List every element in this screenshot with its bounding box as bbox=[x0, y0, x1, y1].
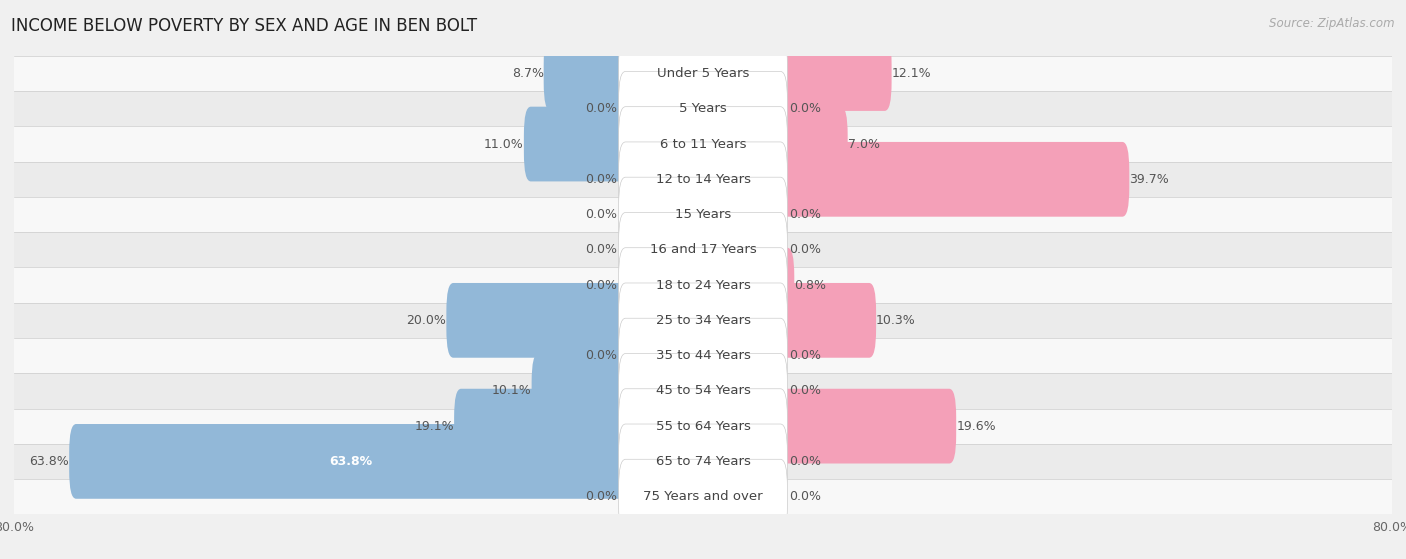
Bar bbox=[14, 373, 1392, 409]
FancyBboxPatch shape bbox=[619, 389, 787, 463]
FancyBboxPatch shape bbox=[619, 177, 787, 252]
FancyBboxPatch shape bbox=[619, 212, 787, 287]
Text: 0.0%: 0.0% bbox=[585, 102, 617, 115]
Text: 0.0%: 0.0% bbox=[585, 490, 617, 503]
Text: Under 5 Years: Under 5 Years bbox=[657, 67, 749, 80]
FancyBboxPatch shape bbox=[619, 459, 787, 534]
Text: 0.0%: 0.0% bbox=[585, 208, 617, 221]
Text: 0.0%: 0.0% bbox=[789, 208, 821, 221]
FancyBboxPatch shape bbox=[69, 424, 633, 499]
Bar bbox=[14, 197, 1392, 232]
Text: 0.0%: 0.0% bbox=[789, 243, 821, 257]
Text: 35 to 44 Years: 35 to 44 Years bbox=[655, 349, 751, 362]
FancyBboxPatch shape bbox=[773, 142, 1129, 217]
FancyBboxPatch shape bbox=[773, 248, 794, 323]
Text: 25 to 34 Years: 25 to 34 Years bbox=[655, 314, 751, 327]
Text: 10.1%: 10.1% bbox=[492, 385, 531, 397]
FancyBboxPatch shape bbox=[619, 107, 787, 182]
FancyBboxPatch shape bbox=[773, 283, 876, 358]
Bar bbox=[14, 409, 1392, 444]
Bar bbox=[14, 91, 1392, 126]
FancyBboxPatch shape bbox=[619, 142, 787, 217]
FancyBboxPatch shape bbox=[773, 389, 956, 463]
Text: 45 to 54 Years: 45 to 54 Years bbox=[655, 385, 751, 397]
FancyBboxPatch shape bbox=[531, 353, 633, 428]
FancyBboxPatch shape bbox=[619, 353, 787, 428]
FancyBboxPatch shape bbox=[619, 36, 787, 111]
Text: 0.0%: 0.0% bbox=[789, 349, 821, 362]
Bar bbox=[14, 162, 1392, 197]
Text: 10.3%: 10.3% bbox=[876, 314, 915, 327]
Text: 0.0%: 0.0% bbox=[585, 173, 617, 186]
Text: 75 Years and over: 75 Years and over bbox=[643, 490, 763, 503]
Text: 55 to 64 Years: 55 to 64 Years bbox=[655, 420, 751, 433]
Bar bbox=[14, 338, 1392, 373]
Text: Source: ZipAtlas.com: Source: ZipAtlas.com bbox=[1270, 17, 1395, 30]
FancyBboxPatch shape bbox=[454, 389, 633, 463]
Text: 63.8%: 63.8% bbox=[329, 455, 373, 468]
Bar bbox=[14, 232, 1392, 267]
FancyBboxPatch shape bbox=[619, 318, 787, 393]
Text: 0.0%: 0.0% bbox=[789, 490, 821, 503]
Text: 6 to 11 Years: 6 to 11 Years bbox=[659, 138, 747, 150]
Bar bbox=[14, 267, 1392, 303]
Bar bbox=[14, 444, 1392, 479]
Text: 8.7%: 8.7% bbox=[512, 67, 544, 80]
Text: 18 to 24 Years: 18 to 24 Years bbox=[655, 278, 751, 292]
Text: 0.0%: 0.0% bbox=[789, 385, 821, 397]
Text: 0.0%: 0.0% bbox=[585, 349, 617, 362]
Text: 0.0%: 0.0% bbox=[789, 455, 821, 468]
Text: 20.0%: 20.0% bbox=[406, 314, 446, 327]
Text: 11.0%: 11.0% bbox=[484, 138, 524, 150]
FancyBboxPatch shape bbox=[619, 72, 787, 146]
Bar bbox=[14, 303, 1392, 338]
FancyBboxPatch shape bbox=[524, 107, 633, 182]
Text: 15 Years: 15 Years bbox=[675, 208, 731, 221]
Text: 0.0%: 0.0% bbox=[585, 278, 617, 292]
Text: 63.8%: 63.8% bbox=[30, 455, 69, 468]
Text: 12 to 14 Years: 12 to 14 Years bbox=[655, 173, 751, 186]
Text: 5 Years: 5 Years bbox=[679, 102, 727, 115]
Text: 7.0%: 7.0% bbox=[848, 138, 880, 150]
Text: 0.0%: 0.0% bbox=[585, 243, 617, 257]
FancyBboxPatch shape bbox=[619, 283, 787, 358]
Text: 0.8%: 0.8% bbox=[794, 278, 827, 292]
Bar bbox=[14, 479, 1392, 514]
Text: 12.1%: 12.1% bbox=[891, 67, 931, 80]
FancyBboxPatch shape bbox=[773, 36, 891, 111]
Bar bbox=[14, 56, 1392, 91]
Bar bbox=[14, 126, 1392, 162]
Text: 19.6%: 19.6% bbox=[956, 420, 995, 433]
FancyBboxPatch shape bbox=[619, 248, 787, 323]
Text: 39.7%: 39.7% bbox=[1129, 173, 1168, 186]
FancyBboxPatch shape bbox=[619, 424, 787, 499]
FancyBboxPatch shape bbox=[544, 36, 633, 111]
Text: 16 and 17 Years: 16 and 17 Years bbox=[650, 243, 756, 257]
FancyBboxPatch shape bbox=[446, 283, 633, 358]
Text: 65 to 74 Years: 65 to 74 Years bbox=[655, 455, 751, 468]
Text: INCOME BELOW POVERTY BY SEX AND AGE IN BEN BOLT: INCOME BELOW POVERTY BY SEX AND AGE IN B… bbox=[11, 17, 478, 35]
FancyBboxPatch shape bbox=[773, 107, 848, 182]
Text: 19.1%: 19.1% bbox=[415, 420, 454, 433]
Text: 0.0%: 0.0% bbox=[789, 102, 821, 115]
